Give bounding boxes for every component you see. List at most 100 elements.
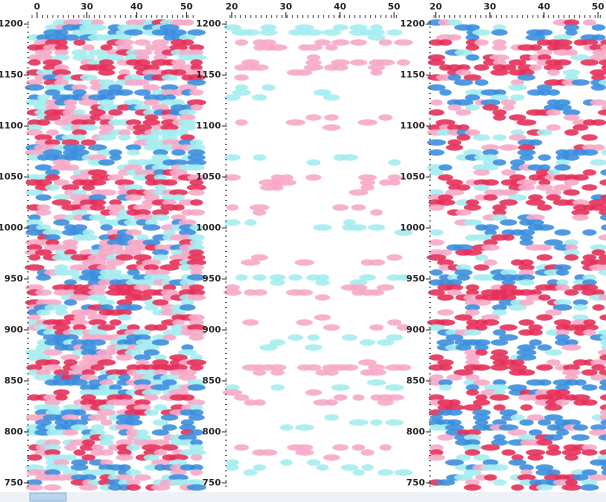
amplitude-blob: [98, 299, 115, 306]
amplitude-blob: [590, 424, 606, 431]
amplitude-blob: [554, 389, 571, 396]
amplitude-blob: [465, 374, 480, 381]
amplitude-blob: [241, 59, 260, 66]
amplitude-blob: [570, 54, 591, 61]
amplitude-blob: [580, 484, 599, 491]
amplitude-blob: [553, 184, 572, 191]
amplitude-blob: [349, 279, 368, 286]
amplitude-blob: [126, 369, 141, 376]
y-tick-label: 1050: [400, 173, 425, 183]
amplitude-blob: [518, 319, 535, 326]
amplitude-blob: [427, 59, 446, 66]
amplitude-blob: [547, 169, 560, 176]
amplitude-blob: [124, 194, 143, 201]
amplitude-blob: [189, 179, 204, 186]
amplitude-blob: [44, 439, 61, 446]
amplitude-blob: [351, 444, 366, 451]
amplitude-blob: [600, 339, 606, 346]
amplitude-blob: [454, 269, 473, 276]
amplitude-blob: [35, 344, 52, 351]
amplitude-blob: [429, 189, 444, 196]
amplitude-blob: [87, 314, 108, 321]
amplitude-blob: [581, 369, 598, 376]
amplitude-blob: [115, 254, 134, 261]
amplitude-blob: [153, 404, 168, 411]
amplitude-blob: [544, 414, 563, 421]
amplitude-blob: [358, 359, 377, 366]
amplitude-blob: [25, 189, 44, 196]
amplitude-blob: [501, 169, 516, 176]
scrollbar-track[interactable]: [0, 492, 606, 502]
amplitude-blob: [79, 309, 98, 316]
amplitude-blob: [28, 314, 41, 321]
amplitude-blob: [483, 154, 498, 161]
amplitude-blob: [190, 439, 203, 446]
amplitude-blob: [518, 274, 535, 281]
amplitude-blob: [187, 29, 206, 36]
y-tick-label: 950: [202, 274, 221, 284]
amplitude-blob: [536, 204, 553, 211]
y-tick-label: 1050: [0, 173, 23, 183]
amplitude-blob: [465, 354, 480, 361]
amplitude-blob: [179, 304, 196, 311]
amplitude-blob: [547, 89, 560, 96]
amplitude-blob: [499, 324, 518, 331]
amplitude-blob: [55, 39, 68, 46]
amplitude-blob: [143, 64, 160, 71]
amplitude-blob: [463, 219, 482, 226]
amplitude-blob: [133, 284, 152, 291]
amplitude-blob: [150, 484, 171, 491]
amplitude-blob: [563, 189, 580, 196]
amplitude-blob: [528, 429, 543, 436]
amplitude-blob: [525, 199, 546, 206]
amplitude-blob: [178, 109, 197, 116]
amplitude-blob: [447, 289, 462, 296]
amplitude-blob: [100, 419, 113, 426]
amplitude-blob: [136, 234, 149, 241]
amplitude-blob: [340, 364, 359, 371]
amplitude-blob: [561, 344, 582, 351]
amplitude-blob: [580, 284, 599, 291]
amplitude-blob: [367, 34, 386, 41]
amplitude-blob: [332, 444, 349, 451]
amplitude-blob: [144, 244, 159, 251]
amplitude-blob: [44, 449, 61, 456]
x-tick-label: 40: [130, 3, 143, 13]
amplitude-blob: [91, 444, 104, 451]
amplitude-blob: [341, 334, 358, 341]
y-tick-label: 950: [406, 274, 425, 284]
amplitude-blob: [70, 379, 89, 386]
amplitude-blob: [563, 154, 580, 161]
amplitude-blob: [599, 409, 606, 416]
x-tick-label: 20: [430, 3, 443, 13]
amplitude-blob: [564, 454, 579, 461]
x-tick-label: 20: [226, 3, 239, 13]
amplitude-blob: [63, 359, 78, 366]
amplitude-blob: [600, 39, 606, 46]
amplitude-blob: [561, 449, 582, 456]
amplitude-blob: [340, 464, 359, 471]
amplitude-blob: [510, 414, 525, 421]
scrollbar-thumb[interactable]: [29, 492, 67, 502]
amplitude-blob: [54, 49, 69, 56]
amplitude-blob: [537, 379, 552, 386]
amplitude-blob: [241, 29, 260, 36]
amplitude-blob: [169, 459, 188, 466]
amplitude-blob: [384, 394, 405, 401]
amplitude-blob: [117, 34, 132, 41]
amplitude-blob: [572, 214, 589, 221]
amplitude-blob: [481, 144, 500, 151]
amplitude-blob: [377, 469, 394, 476]
amplitude-blob: [288, 274, 303, 281]
amplitude-blob: [600, 194, 606, 201]
amplitude-blob: [98, 434, 115, 441]
amplitude-blob: [492, 309, 507, 316]
amplitude-blob: [54, 264, 69, 271]
amplitude-blob: [590, 119, 606, 126]
amplitude-blob: [367, 64, 386, 71]
y-tick-label: 800: [406, 427, 425, 437]
amplitude-blob: [510, 129, 525, 136]
y-tick-label: 1200: [400, 20, 425, 30]
amplitude-blob: [580, 39, 599, 46]
amplitude-blob: [435, 479, 456, 486]
